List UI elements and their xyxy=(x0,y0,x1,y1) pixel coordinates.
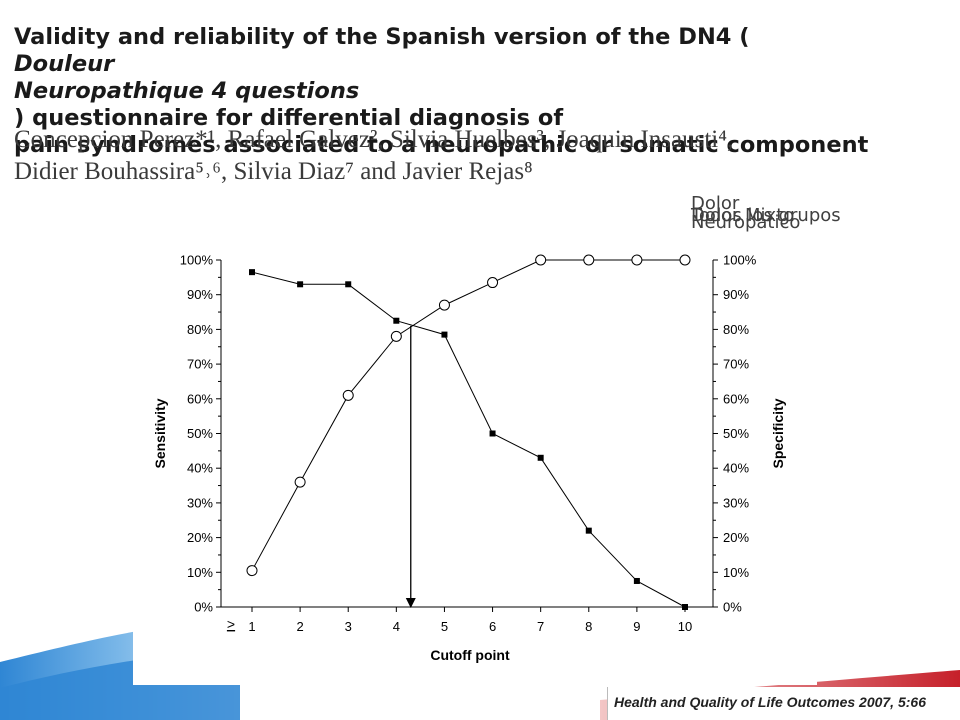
y-tick-label-right: 60% xyxy=(723,391,749,406)
y-tick-label-left: 90% xyxy=(187,287,213,302)
sensitivity-point xyxy=(297,281,304,288)
y-tick-label-left: 100% xyxy=(180,253,214,268)
y-tick-label-right: 70% xyxy=(723,357,749,372)
sensitivity-point xyxy=(489,430,496,437)
title-line-1: Validity and reliability of the Spanish … xyxy=(14,24,750,77)
x-tick-label: 3 xyxy=(345,619,352,634)
y-tick-label-right: 30% xyxy=(723,495,749,510)
y-tick-label-left: 50% xyxy=(187,426,213,441)
y-tick-label-right: 50% xyxy=(723,426,749,441)
sensitivity-point xyxy=(441,331,448,338)
specificity-point xyxy=(246,565,258,577)
y-tick-label-left: 0% xyxy=(194,600,213,615)
y-tick-label-right: 20% xyxy=(723,530,749,545)
author-line-1: Concepcion Perez*¹, Rafael Galvez², Silv… xyxy=(14,126,734,153)
specificity-point xyxy=(342,389,354,401)
x-tick-label: 7 xyxy=(537,619,544,634)
y-tick-label-right: 80% xyxy=(723,322,749,337)
sensitivity-point xyxy=(249,269,255,276)
y-tick-label-right: 0% xyxy=(723,600,742,615)
y-tick-label-right: 90% xyxy=(723,287,749,302)
sensitivity-point xyxy=(585,527,592,534)
x-tick-label: 6 xyxy=(489,619,496,634)
sensitivity-point xyxy=(345,281,352,288)
label-dolor-mixto: Dolor Mixto xyxy=(691,205,795,226)
paper-title: Validity and reliability of the Spanish … xyxy=(14,24,954,159)
specificity-point xyxy=(294,476,306,488)
specificity-point xyxy=(390,330,402,342)
x-tick-label: 8 xyxy=(585,619,592,634)
x-tick-label: 4 xyxy=(393,619,400,634)
y-tick-label-left: 20% xyxy=(187,530,213,545)
title-line-3: pain syndromes associated to a neuropath… xyxy=(14,132,869,158)
specificity-point xyxy=(535,254,547,266)
title-line-2: Neuropathique 4 questions) questionnaire… xyxy=(14,78,564,131)
y-tick-label-left: 80% xyxy=(187,322,213,337)
x-tick-label: 10 xyxy=(678,619,692,634)
y-tick-label-right: 100% xyxy=(723,253,757,268)
specificity-line xyxy=(251,259,685,571)
sensitivity-specificity-chart: 0% 0% 10% 10% 20% 20% 30% 30% 40% 40% 50% 50% 60% 60%… xyxy=(152,253,786,664)
x-tick-prefix: > xyxy=(227,616,235,632)
label-todos-los-grupos: Todos los grupos xyxy=(691,205,841,226)
y-tick-label-left: 40% xyxy=(187,461,213,476)
x-axis-label: Cutoff point xyxy=(430,647,510,663)
x-tick-label: 9 xyxy=(633,619,640,634)
y-tick-label-right: 10% xyxy=(723,565,749,580)
x-tick-label: 2 xyxy=(296,619,303,634)
specificity-point xyxy=(631,254,643,266)
specificity-point xyxy=(679,254,691,266)
specificity-point xyxy=(438,299,450,311)
specificity-point xyxy=(487,277,499,289)
y-tick-label-left: 30% xyxy=(187,495,213,510)
x-tick-label: 1 xyxy=(248,619,255,634)
sensitivity-line xyxy=(251,271,686,608)
citation-box xyxy=(607,687,960,720)
y-axis-label-right: Specificity xyxy=(770,398,786,468)
y-tick-label-left: 10% xyxy=(187,565,213,580)
x-tick-label: 5 xyxy=(441,619,448,634)
author-list: Concepcion Perez*¹, Rafael Galvez², Silv… xyxy=(14,124,954,188)
specificity-point xyxy=(583,254,595,266)
label-dolor-neuropatico: Dolor Neuropatico xyxy=(691,193,801,233)
sensitivity-point xyxy=(537,454,544,461)
author-line-2: Didier Bouhassira⁵˒⁶, Silvia Diaz⁷ and J… xyxy=(14,158,533,185)
y-tick-label-left: 60% xyxy=(187,391,213,406)
y-tick-label-right: 40% xyxy=(723,461,749,476)
sensitivity-point xyxy=(682,604,688,610)
y-axis-label-left: Sensitivity xyxy=(152,398,168,468)
chart-panel: 0% 0% 10% 10% 20% 20% 30% 30% 40% 40% 50% 50% 60% 60%… xyxy=(133,244,817,685)
sensitivity-point xyxy=(393,317,400,324)
cutoff-arrow-head xyxy=(405,598,416,608)
citation-text: Health and Quality of Life Outcomes 2007… xyxy=(614,694,926,710)
sensitivity-point xyxy=(633,577,640,584)
y-tick-label-left: 70% xyxy=(187,357,213,372)
